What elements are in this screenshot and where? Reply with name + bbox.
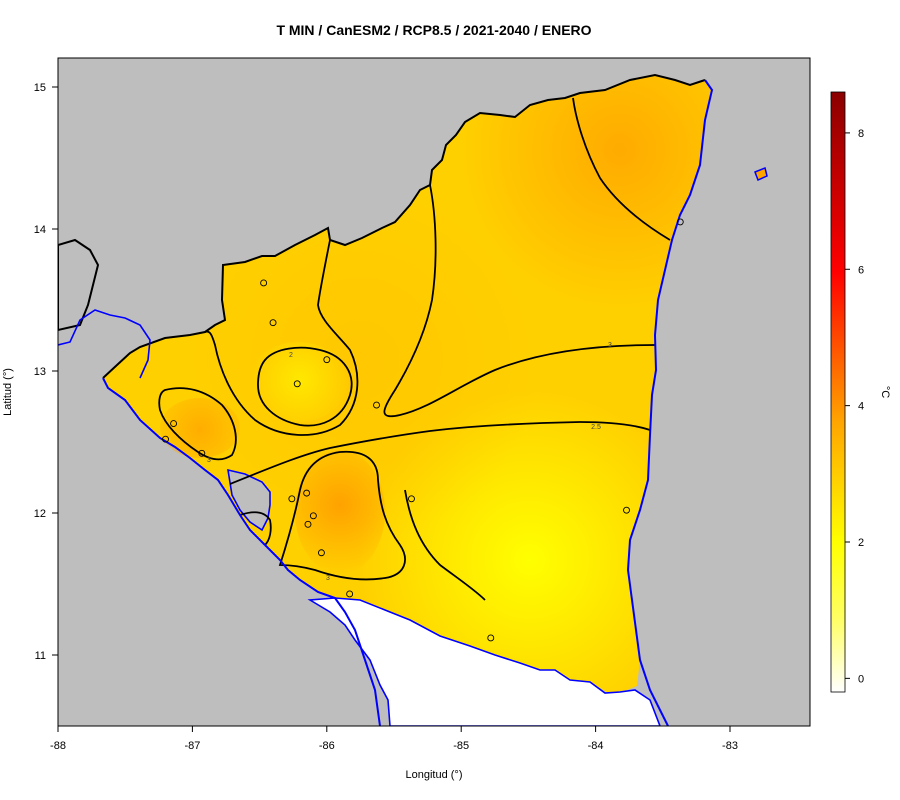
contour-label: 3	[608, 342, 612, 349]
station-marker	[623, 506, 630, 514]
contour-lines	[158, 97, 671, 601]
y-axis: 15 14 13 12 11 Latitud (°)	[2, 82, 58, 662]
contour-3-north-west	[204, 239, 359, 436]
gulf-fonseca-coast	[58, 309, 151, 379]
caribbean-island	[754, 166, 768, 182]
station-marker	[269, 319, 277, 327]
contour-3-south-west	[278, 450, 406, 581]
x-tick-label: -87	[184, 740, 200, 752]
station-marker	[346, 590, 354, 598]
colorbar: 8 6 4 2 0 °C	[830, 91, 891, 693]
y-tick-label: 15	[34, 82, 46, 94]
colorbar-tick-label: 2	[858, 537, 864, 549]
station-marker	[373, 401, 380, 409]
x-tick-label: -84	[588, 740, 604, 752]
contour-3-coast	[239, 511, 272, 546]
station-marker	[408, 495, 415, 503]
station-marker	[288, 495, 296, 503]
x-tick-label: -83	[722, 740, 738, 752]
contour-3-west	[158, 387, 237, 461]
station-marker	[162, 435, 169, 443]
honduras-gulf-island	[58, 238, 100, 332]
nicaragua-outline	[102, 73, 706, 379]
station-marker	[170, 420, 178, 427]
contour-label: 3	[207, 457, 211, 464]
contour-label: 2	[289, 352, 293, 359]
x-tick-label: -86	[319, 740, 335, 752]
x-tick-label: -85	[453, 740, 469, 752]
plot-frame	[57, 57, 811, 727]
contour-2-5	[229, 421, 651, 485]
y-tick-label: 11	[35, 650, 46, 662]
colorbar-tick-label: 4	[858, 401, 864, 413]
lake-nicaragua	[307, 597, 661, 726]
contour-labels: 2 3 3 3 2.5	[207, 342, 612, 582]
pacific-coastline	[102, 377, 381, 726]
y-tick-label: 12	[34, 508, 46, 520]
station-marker	[323, 356, 331, 364]
station-marker	[676, 218, 684, 226]
lakes	[227, 468, 661, 726]
colorbar-gradient	[830, 91, 846, 693]
contour-3-center-north	[383, 184, 656, 418]
station-marker	[309, 512, 317, 520]
contour-label: 3	[326, 575, 330, 582]
station-markers	[162, 218, 684, 642]
x-tick-label: -88	[50, 740, 66, 752]
colorbar-tick-label: 8	[858, 128, 864, 140]
colorbar-tick-label: 6	[858, 264, 864, 276]
contour-2-matagalpa	[257, 346, 353, 427]
station-marker	[198, 449, 206, 457]
station-marker	[293, 380, 301, 388]
contour-3-northeast	[572, 97, 671, 241]
caribbean-coastline	[626, 79, 714, 726]
y-tick-label: 13	[34, 366, 46, 378]
x-axis: -88 -87 -86 -85 -84 -83 Longitud (°)	[50, 726, 738, 781]
y-tick-label: 14	[34, 224, 46, 236]
contour-3-south-lake	[404, 489, 486, 601]
y-axis-label: Latitud (°)	[2, 368, 14, 416]
station-marker	[317, 549, 325, 557]
station-marker	[303, 489, 311, 497]
land-region	[103, 75, 712, 693]
colorbar-tick-label: 0	[858, 673, 864, 685]
chart-title: T MIN / CanESM2 / RCP8.5 / 2021-2040 / E…	[276, 22, 591, 38]
colorbar-unit: °C	[879, 386, 891, 398]
contour-label: 2.5	[591, 424, 601, 431]
x-axis-label: Longitud (°)	[406, 769, 463, 781]
station-marker	[304, 520, 312, 528]
station-marker	[487, 634, 495, 642]
station-marker	[260, 279, 268, 287]
